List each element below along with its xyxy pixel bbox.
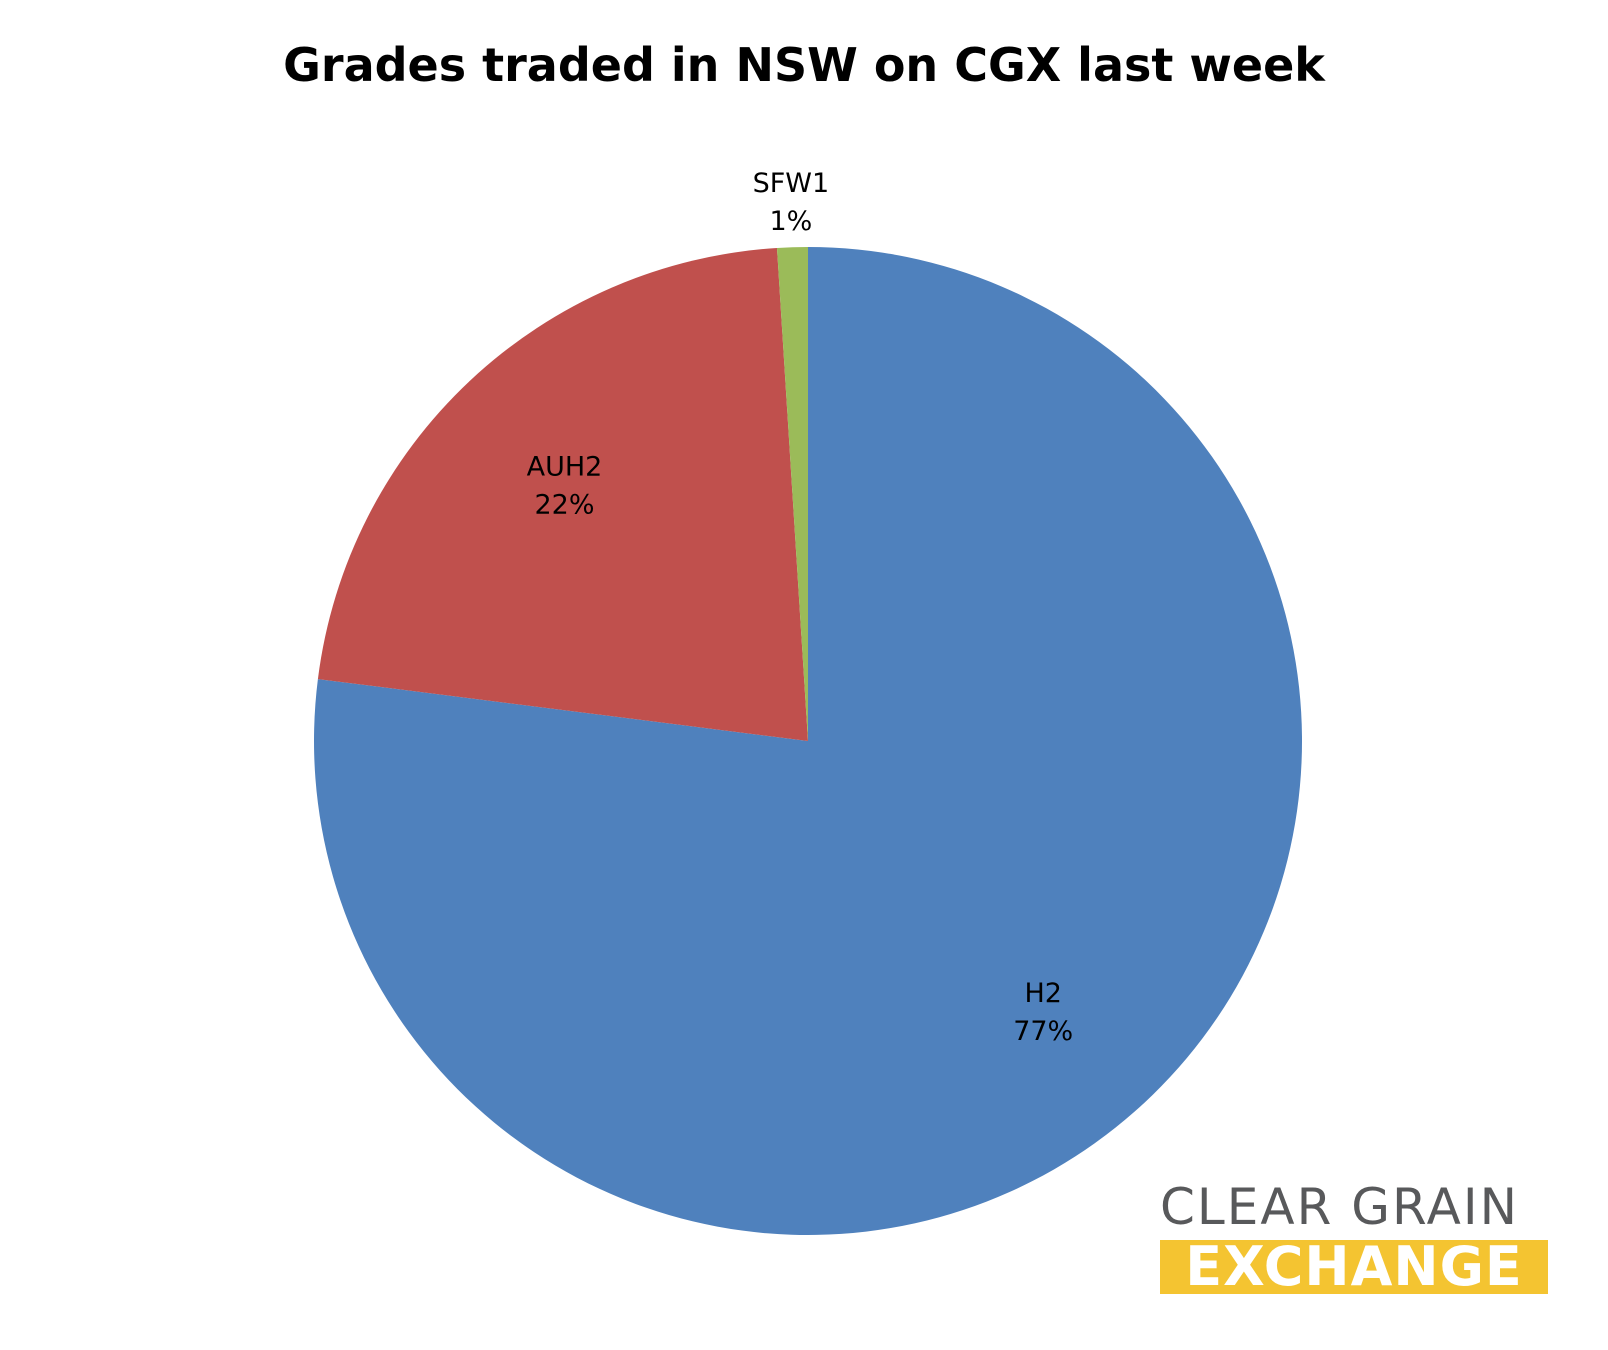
slice-label-name-auh2: AUH2 (527, 452, 603, 483)
chart-title: Grades traded in NSW on CGX last week (283, 38, 1325, 92)
pie-slice-sfw1 (776, 247, 808, 741)
pie-labels: H2 77% AUH2 22% SFW1 1% (527, 168, 1074, 1047)
slice-label-value-h2: 77% (1013, 1016, 1073, 1047)
slice-label-name-h2: H2 (1024, 978, 1061, 1009)
slice-label-name-sfw1: SFW1 (753, 168, 830, 199)
clear-grain-exchange-logo: CLEAR GRAIN EXCHANGE (1160, 1182, 1552, 1294)
slice-label-value-sfw1: 1% (769, 206, 812, 237)
logo-line2: EXCHANGE (1160, 1240, 1548, 1294)
logo-line1: CLEAR GRAIN (1160, 1178, 1520, 1236)
pie-slices (314, 247, 1303, 1235)
pie-slice-auh2 (317, 247, 808, 741)
slice-label-value-auh2: 22% (534, 490, 594, 521)
pie-slice-h2 (314, 247, 1303, 1235)
